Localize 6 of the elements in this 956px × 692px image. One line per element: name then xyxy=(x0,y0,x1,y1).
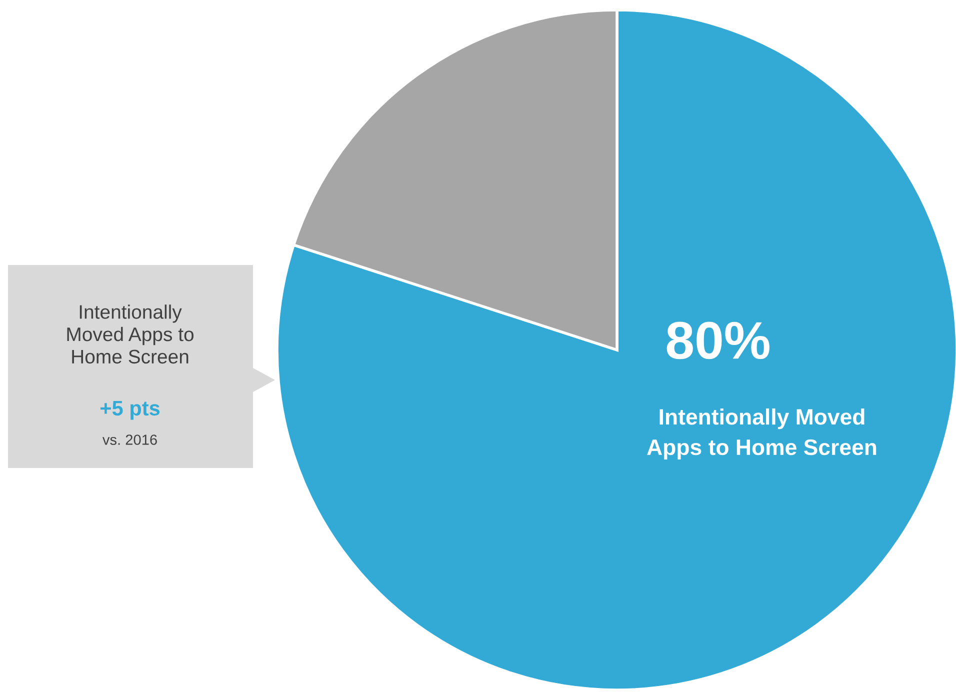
data-label: 80% xyxy=(666,322,770,360)
text: vs. 2016 xyxy=(102,434,157,445)
text: Intentionally Moved Apps to Home Screen xyxy=(67,304,194,364)
slice-label: Intentionally Moved Apps to Home Screen xyxy=(647,408,876,460)
text: +5 pts xyxy=(100,401,160,420)
pie-slice xyxy=(276,8,956,692)
